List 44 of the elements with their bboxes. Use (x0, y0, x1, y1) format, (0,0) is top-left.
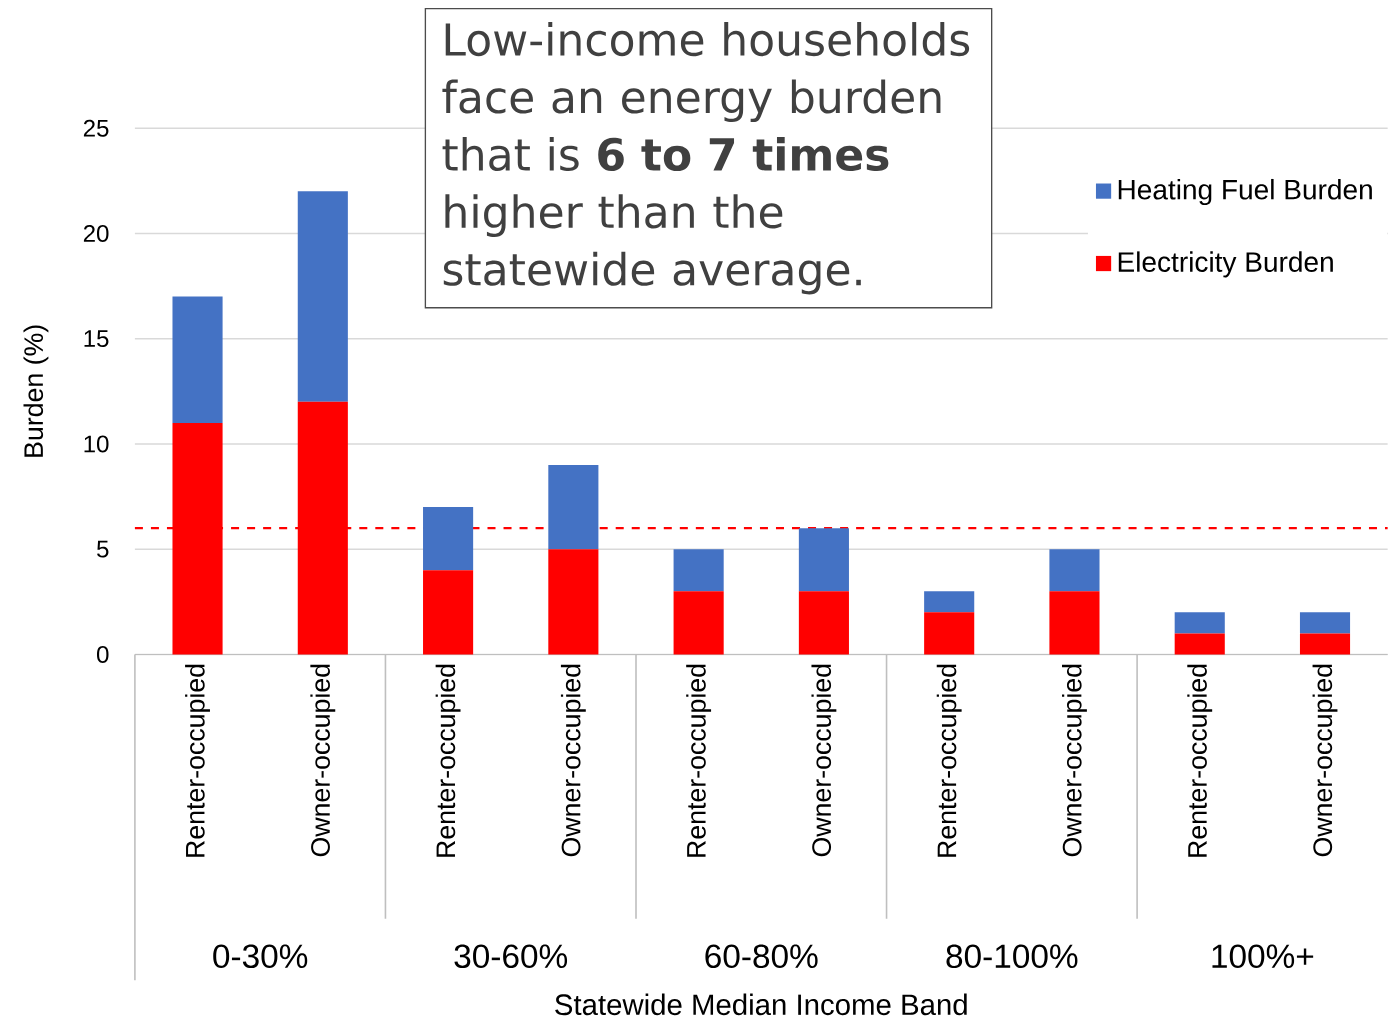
bar (798, 528, 849, 592)
x-tick-label: Owner-occupied (811, 664, 837, 857)
bar (548, 465, 599, 550)
y-tick-label: 15 (84, 330, 109, 348)
y-axis-title: Burden (%) (23, 325, 49, 457)
bar (1299, 633, 1351, 655)
bar (1174, 633, 1225, 655)
bar (1174, 612, 1225, 634)
y-tick-label: 0 (96, 646, 109, 664)
bar (1049, 549, 1100, 592)
y-tick-label: 5 (97, 540, 109, 558)
x-tick-label: Renter-occupied (936, 664, 962, 857)
text: 30-60% (454, 944, 568, 969)
bar (673, 549, 724, 592)
x-tick-label: Renter-occupied (686, 664, 712, 857)
bar (548, 549, 599, 655)
x-tick-label: Renter-occupied (435, 664, 461, 857)
y-tick-label: 25 (83, 119, 109, 137)
legend-label: Heating Fuel Burden (1118, 179, 1372, 206)
bar (423, 507, 474, 571)
x-axis-title: Statewide Median Income Band (555, 993, 967, 1016)
x-tick-label: Owner-occupied (1062, 664, 1087, 857)
y-tick-label: 10 (84, 435, 109, 453)
bar (172, 296, 223, 424)
annotation: Low-income households face an energy burden that is 6 to 7 times higher than the statewide average. (442, 22, 970, 295)
x-tick-label: Owner-occupied (1312, 664, 1338, 857)
x-tick-label: Owner-occupied (560, 664, 586, 857)
bar (798, 591, 849, 655)
text: 100%+ (1212, 944, 1314, 969)
y-tick-label: 20 (83, 225, 109, 243)
bar (423, 570, 474, 655)
text: 80-100% (946, 944, 1078, 969)
x-tick-label: Renter-occupied (185, 664, 210, 857)
bar (297, 191, 348, 402)
legend-label: Electricity Burden (1118, 251, 1333, 278)
bar (1049, 591, 1100, 655)
text: 60-80% (705, 944, 818, 969)
text: 0-30% (213, 944, 308, 969)
bar (673, 591, 724, 655)
bar (924, 591, 975, 613)
bar (924, 612, 975, 655)
bar (1299, 612, 1351, 634)
x-tick-label: Renter-occupied (1187, 664, 1213, 857)
x-tick-label: Owner-occupied (310, 664, 336, 857)
